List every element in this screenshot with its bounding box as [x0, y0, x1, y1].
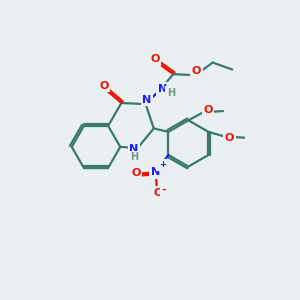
Text: N: N [142, 94, 152, 104]
Text: O: O [153, 188, 163, 198]
Text: N: N [130, 144, 139, 154]
Text: O: O [150, 54, 160, 64]
Text: +: + [159, 160, 166, 169]
Text: N: N [158, 84, 167, 94]
Text: O: O [192, 66, 201, 76]
Text: H: H [130, 152, 138, 162]
Text: O: O [203, 105, 213, 115]
Text: O: O [99, 81, 109, 91]
Text: H: H [167, 88, 175, 98]
Text: N: N [151, 167, 160, 177]
Text: O: O [131, 168, 141, 178]
Text: -: - [161, 184, 166, 195]
Text: O: O [224, 133, 234, 142]
